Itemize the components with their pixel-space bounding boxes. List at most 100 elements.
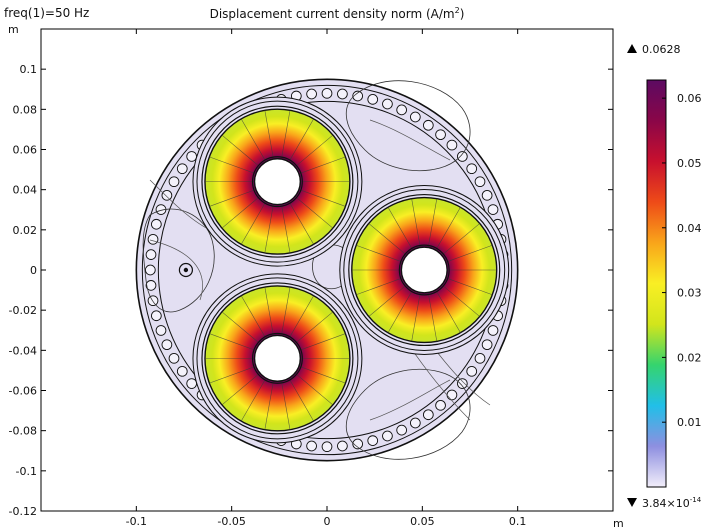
armor-wire: [435, 129, 446, 141]
y-tick-label: 0.06: [13, 144, 38, 157]
armor-wire: [422, 409, 434, 421]
mesh-line: [427, 198, 438, 248]
mesh-line: [209, 189, 257, 207]
armor-wire: [151, 310, 162, 322]
mesh-line: [387, 289, 414, 333]
mesh-line: [264, 110, 274, 160]
colorbar-tick-label: 0.05: [677, 157, 702, 170]
mesh-line: [209, 333, 257, 351]
y-axis: 0.1 0.08 0.06 0.04 0.02 0 -0.02 -0.04 -0.06 -0.08…: [9, 63, 613, 518]
plot-area: [135, 78, 519, 462]
filler-boundary: [346, 80, 471, 172]
mesh-line: [387, 207, 414, 251]
armor-wire: [306, 88, 317, 100]
mesh-line: [209, 365, 257, 384]
y-tick-label: 0.08: [13, 103, 38, 116]
x-tick-label: -0.05: [217, 515, 245, 528]
mesh-line: [264, 380, 274, 430]
conductor-core: [253, 334, 302, 382]
conductor-screen: [398, 244, 450, 296]
mesh-line: [445, 277, 493, 296]
armor-wire: [409, 111, 421, 123]
y-tick-label: 0.02: [13, 224, 38, 237]
fiber-optic-element: [178, 262, 194, 278]
armor-wire: [176, 365, 188, 377]
armor-wire: [474, 176, 486, 188]
armor-wire: [456, 151, 468, 162]
armor-wire: [435, 399, 446, 411]
filler-line: [369, 379, 451, 421]
mesh-line: [435, 289, 461, 333]
mesh-line: [298, 189, 346, 207]
armor-wire: [147, 233, 159, 245]
x-tick-label: 0.05: [410, 515, 435, 528]
armor-wire: [337, 88, 348, 100]
phase-screen: [196, 100, 359, 263]
filler-line: [149, 179, 211, 231]
conductor-core: [400, 246, 448, 294]
x-axis-label: m: [613, 517, 624, 530]
armor-wire: [446, 389, 458, 401]
armor-wire: [161, 189, 173, 201]
mesh-line: [411, 198, 421, 248]
fiber-optic-core: [183, 267, 189, 273]
x-tick-label: 0: [324, 515, 331, 528]
armor-wire: [352, 438, 364, 450]
filler-line: [149, 239, 203, 301]
mesh-line: [356, 277, 403, 296]
armor-wire: [422, 119, 434, 131]
phase-screen: [343, 189, 506, 351]
mesh-line: [427, 292, 438, 342]
armor-wire: [487, 325, 499, 336]
armor-wire: [186, 378, 198, 389]
x-tick-label: -0.1: [126, 515, 147, 528]
colorbar-min-exponent: -14: [690, 496, 702, 504]
armor-wire: [144, 264, 156, 276]
armor-wire: [306, 440, 317, 452]
mesh-line: [356, 244, 403, 263]
colorbar-tick-label: 0.04: [677, 222, 702, 235]
colorbar-tick-label: 0.03: [677, 287, 702, 300]
armor-wire: [487, 204, 499, 215]
colorbar: 0.0628 0.06 0.05 0.04 0.03 0.02 0.01 3.84×10-…: [627, 43, 702, 510]
armor-wire: [176, 163, 188, 175]
armor-wire: [321, 441, 333, 453]
mesh-line: [445, 244, 493, 263]
mesh-line: [264, 204, 274, 254]
armor-wire: [155, 204, 167, 215]
armor-wire: [382, 430, 393, 442]
y-tick-label: 0: [30, 264, 37, 277]
filler-boundary: [346, 368, 471, 460]
mesh-line: [441, 284, 480, 317]
title-close: ): [460, 7, 465, 21]
mesh-line: [281, 380, 291, 430]
colorbar-gradient: [646, 79, 667, 488]
y-tick-label: -0.08: [9, 425, 37, 438]
mesh-line: [240, 378, 267, 422]
colorbar-tick-label: 0.06: [677, 92, 702, 105]
x-axis: -0.1 -0.05 0 0.05 0.1: [126, 29, 526, 528]
phase-screen: [196, 277, 359, 440]
colorbar-min-mantissa: 3.84×10: [642, 497, 690, 510]
armor-wire: [145, 249, 157, 260]
armor-wire: [409, 417, 421, 429]
armor-ring-outer: [141, 84, 513, 456]
armor-wire: [446, 139, 458, 151]
y-tick-label: -0.1: [16, 465, 37, 478]
title-main: Displacement current density norm (A/m: [210, 7, 455, 21]
armor-wire: [155, 325, 167, 336]
mesh-line: [240, 295, 267, 339]
mesh-line: [368, 284, 407, 317]
y-tick-label: 0.1: [20, 63, 38, 76]
y-tick-label: -0.12: [9, 505, 37, 518]
mesh-line: [294, 134, 334, 168]
mesh-line: [288, 378, 314, 422]
conductor-screen: [251, 156, 303, 208]
mesh-line: [294, 196, 334, 229]
armor-wire: [186, 151, 198, 162]
colorbar-max-marker-icon: [627, 44, 637, 53]
colorbar-tick-label: 0.01: [677, 416, 702, 429]
mesh-line: [221, 134, 261, 168]
mesh-line: [435, 207, 461, 251]
